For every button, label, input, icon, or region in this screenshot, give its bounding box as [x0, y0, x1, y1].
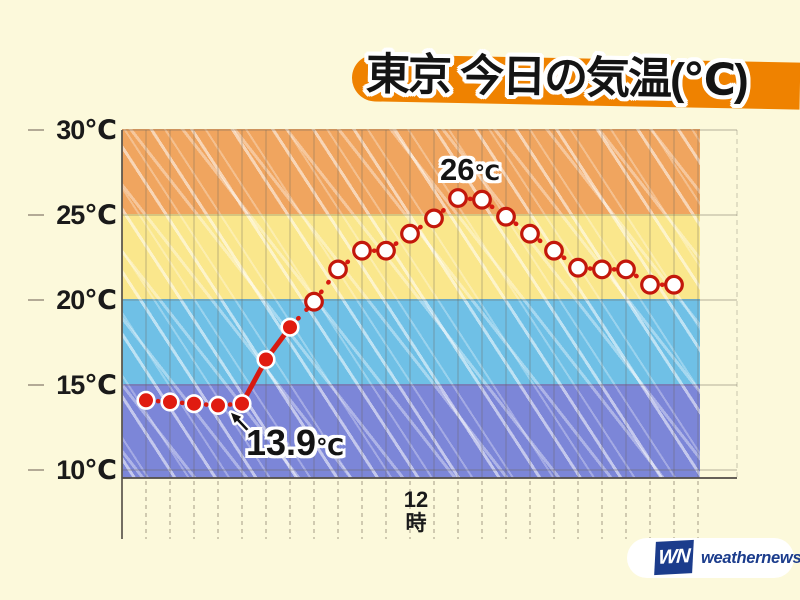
x-axis-hour: 12: [403, 487, 429, 512]
wn-logo-letters: WN: [657, 545, 691, 569]
peak-unit: ℃: [474, 162, 500, 185]
weathernews-logo: WN weathernews: [627, 538, 800, 578]
peak-value: 26: [440, 152, 475, 187]
y-axis-label-25: 25℃: [56, 200, 117, 230]
min-temperature-annotation: 13.9℃: [246, 422, 344, 464]
temperature-bands: [122, 129, 700, 478]
y-axis-label-15: 15℃: [56, 370, 117, 400]
x-axis-label-12h: 12 時: [380, 488, 452, 536]
y-axis-label-20: 20℃: [56, 285, 117, 315]
weathernews-wordmark: weathernews: [701, 549, 800, 567]
x-axis-unit: 時: [405, 512, 427, 535]
min-unit: ℃: [316, 433, 344, 460]
y-axis-label-10: 10℃: [56, 455, 117, 485]
min-value: 13.9: [246, 421, 317, 463]
wn-logo-icon: WN: [654, 539, 694, 576]
y-axis-label-30: 30℃: [56, 115, 117, 145]
peak-temperature-annotation: 26℃: [440, 152, 500, 188]
page-title: 東京 今日の気温(℃): [365, 50, 748, 105]
